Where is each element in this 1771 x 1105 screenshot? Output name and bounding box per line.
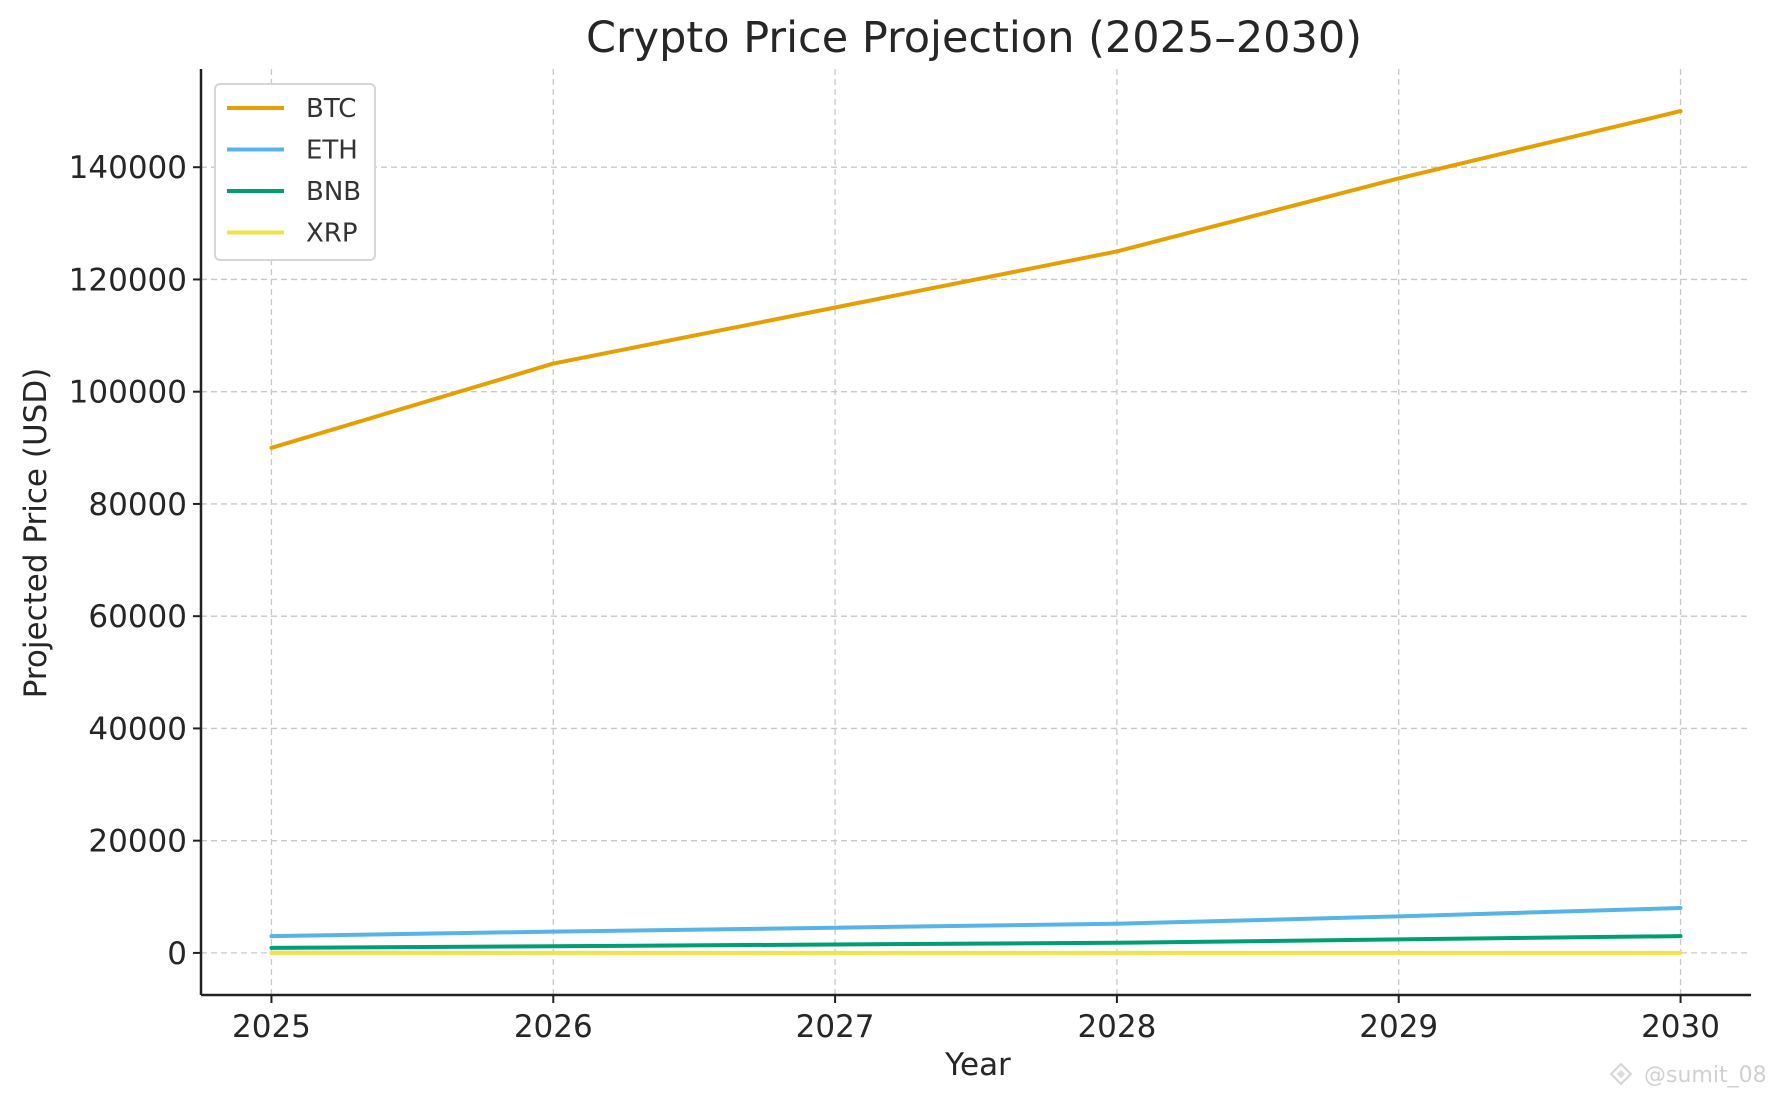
y-tick-label: 60000	[88, 599, 187, 635]
y-tick-label: 100000	[69, 375, 187, 411]
watermark-text: @sumit_08	[1644, 1063, 1767, 1088]
y-tick-label: 20000	[88, 824, 187, 860]
legend: BTC ETH BNB XRP	[215, 84, 375, 260]
y-tick-label: 80000	[88, 487, 187, 523]
watermark: @sumit_08	[1611, 1063, 1766, 1088]
y-tick-label: 120000	[69, 262, 187, 298]
y-axis-title: Projected Price (USD)	[18, 368, 54, 699]
y-tick-label: 140000	[69, 150, 187, 186]
series-line-eth	[272, 908, 1681, 936]
y-tick-label: 0	[167, 936, 187, 972]
series-line-bnb	[272, 936, 1681, 948]
legend-label-eth: ETH	[306, 136, 358, 166]
x-tick-label: 2026	[514, 1009, 593, 1045]
x-tick-label: 2027	[796, 1009, 875, 1045]
ticks-layer: 2025 2026 2027 2028 2029 2030 0 20000 40000 60000…	[69, 150, 1720, 1045]
x-axis-title: Year	[944, 1047, 1011, 1083]
x-tick-label: 2030	[1641, 1009, 1720, 1045]
y-tick-label: 40000	[88, 711, 187, 747]
chart-title: Crypto Price Projection (2025–2030)	[586, 13, 1362, 63]
grid-layer	[201, 69, 1751, 995]
legend-label-bnb: BNB	[306, 177, 361, 207]
legend-label-xrp: XRP	[306, 219, 358, 249]
diamond-logo-icon	[1611, 1064, 1631, 1084]
x-tick-label: 2028	[1077, 1009, 1156, 1045]
series-layer	[271, 111, 1680, 953]
legend-label-btc: BTC	[306, 94, 356, 124]
x-tick-label: 2029	[1359, 1009, 1438, 1045]
axes-layer	[201, 69, 1751, 995]
x-tick-label: 2025	[232, 1009, 311, 1045]
